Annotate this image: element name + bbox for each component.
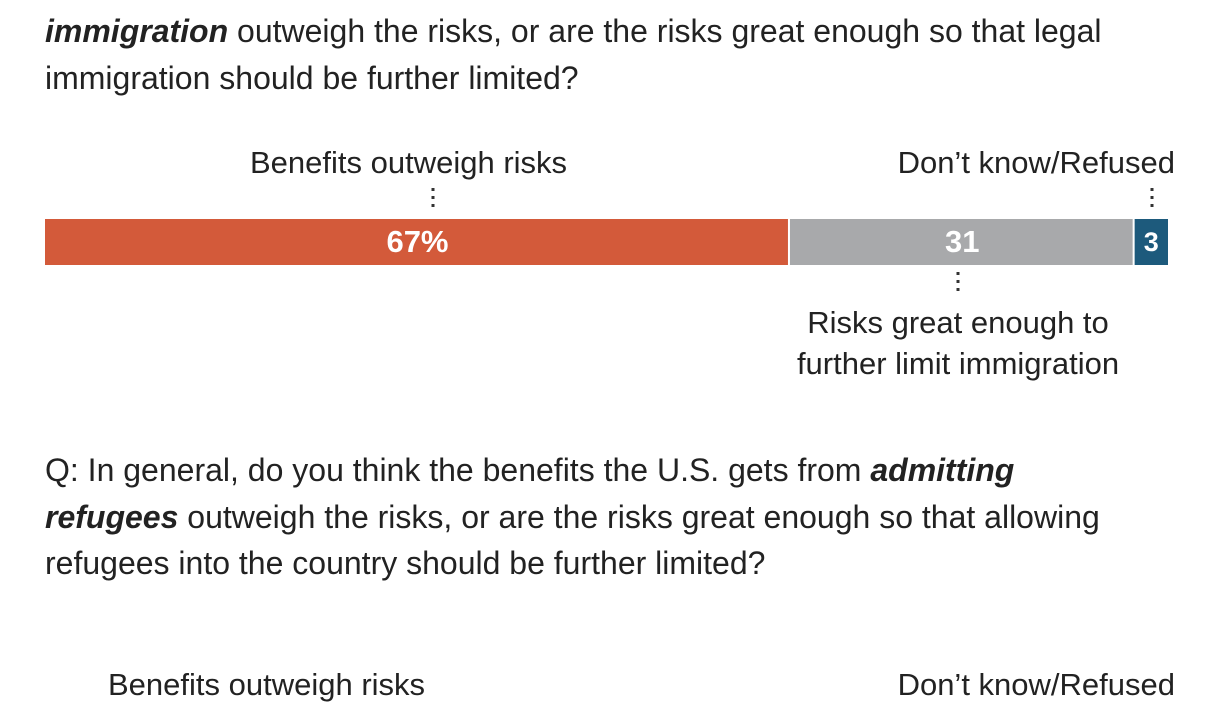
question-1: immigration outweigh the risks, or are t… — [45, 8, 1225, 101]
question-text: outweigh the risks, or are the risks gre… — [45, 13, 1102, 96]
value-label: 31 — [945, 224, 979, 259]
question-prefix: Q: In general, do you think the benefits… — [45, 452, 862, 488]
bar-chart: 67% 31 3 — [45, 188, 1168, 294]
series-label: Benefits outweigh risks — [250, 145, 568, 180]
series-label: Risks great enough to further limit immi… — [796, 305, 1120, 381]
bar-segment — [1134, 219, 1168, 265]
question-emphasis: immigration — [45, 13, 229, 49]
page: immigration outweigh the risks, or are t… — [45, 8, 1225, 702]
question-text: outweigh the risks, or are the risks gre… — [45, 498, 1100, 582]
bar-segment — [45, 219, 788, 265]
bar-segment — [789, 219, 1133, 265]
value-label: 67% — [386, 224, 448, 259]
value-label: 3 — [1144, 227, 1159, 257]
question-2: Q: In general, do you think the benefits… — [45, 447, 1155, 587]
series-label: Don’t know/Refused — [897, 145, 1175, 180]
question-emphasis: admitting refugees — [45, 452, 1015, 535]
